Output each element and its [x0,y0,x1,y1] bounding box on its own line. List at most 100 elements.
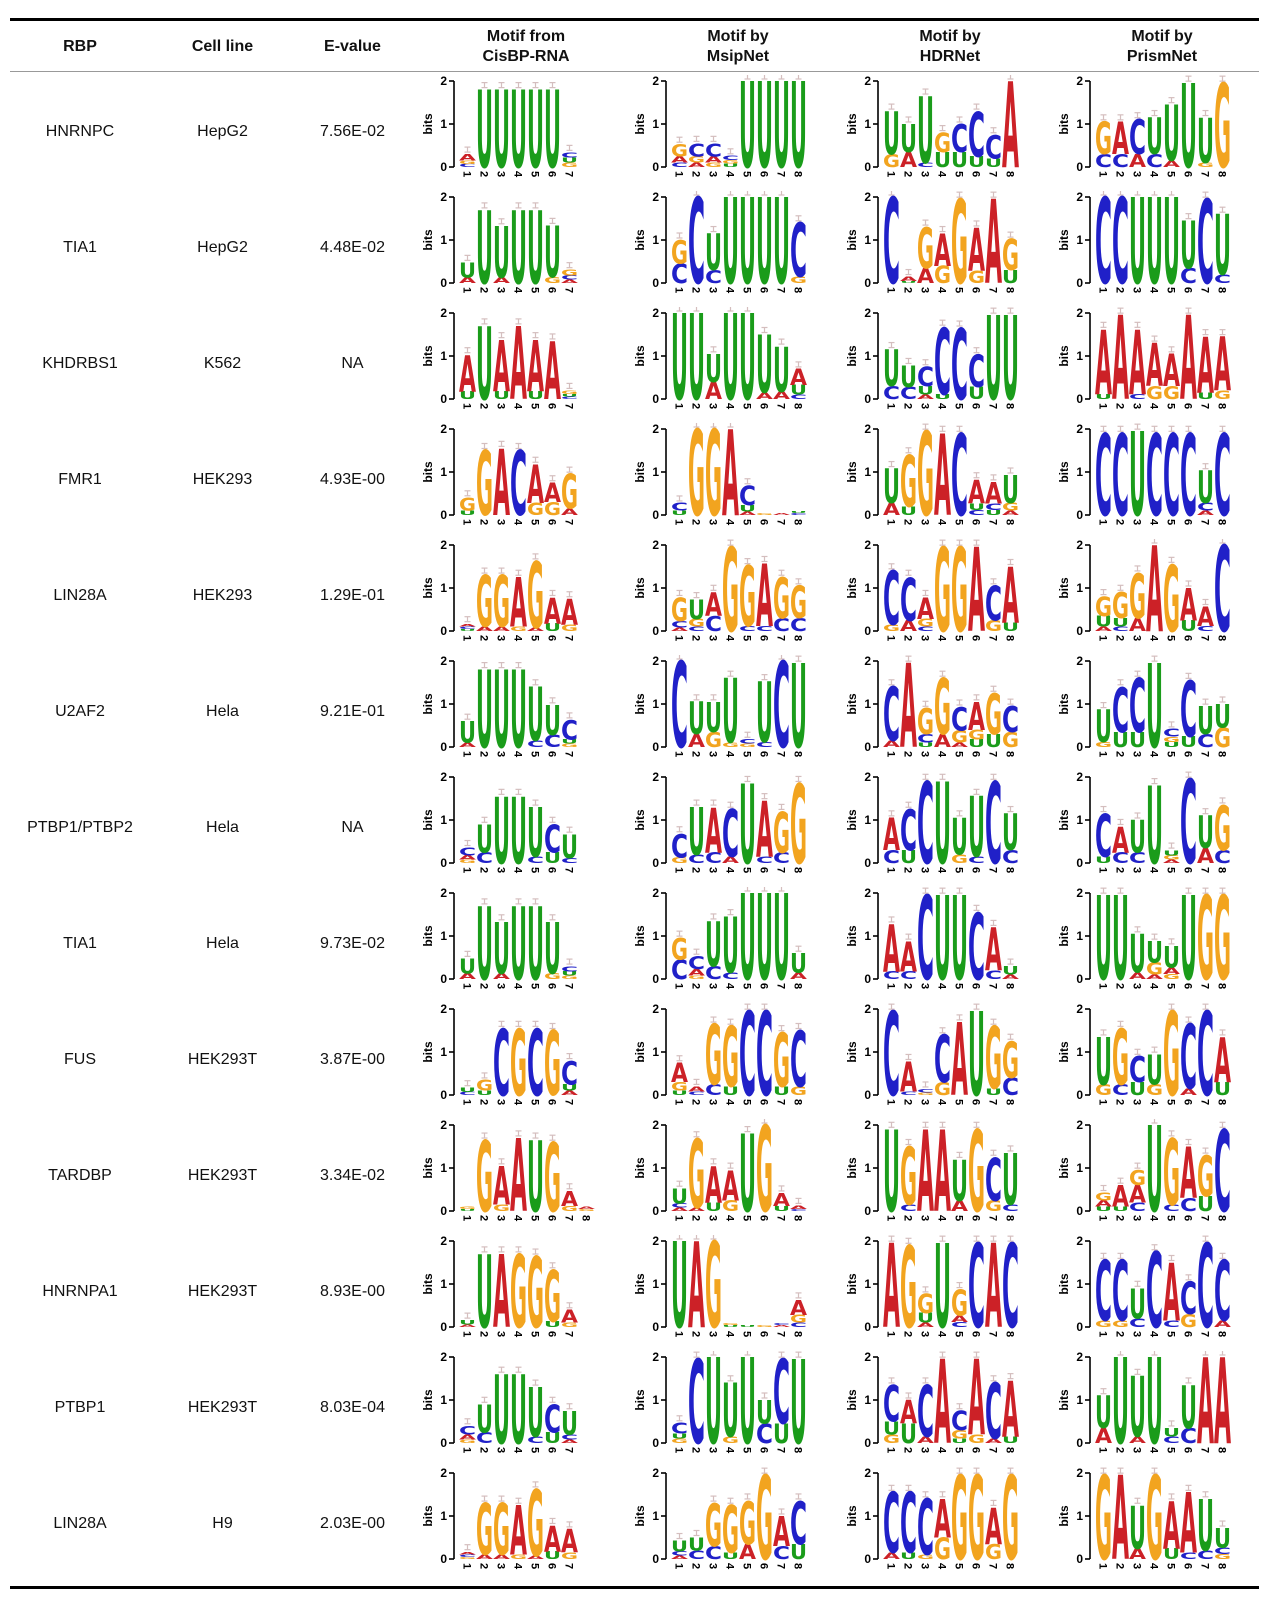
logo-letter-U: U [917,384,934,398]
error-bar [956,425,963,432]
logo-x-tick: 6 [1182,983,1194,989]
logo-letter-C: C [722,971,739,981]
svg-text:0: 0 [1076,1552,1083,1566]
logo-letter-C: C [739,1003,756,1117]
logo-letter-G: G [527,1238,544,1349]
logo-letter-C: C [705,1081,722,1099]
error-bar [761,555,768,563]
error-bar [549,1022,556,1030]
logo-letter-A: A [476,1553,493,1560]
logo-letter-A: A [756,547,773,647]
logo-x-tick: 1 [461,1215,473,1221]
error-bar [693,423,700,428]
logo-x-tick: 7 [987,403,999,409]
error-bar [1007,1467,1014,1474]
logo-letter-A: A [951,741,968,748]
logo-letter-C: C [1180,771,1197,885]
svg-text:0: 0 [440,276,447,290]
logo-letter-U: U [773,191,790,305]
logo-x-tick: 5 [1165,403,1177,409]
logo-y-label: bits [635,1505,647,1527]
logo-letter-A: A [1112,1467,1129,1581]
logo-letter-G: G [917,423,934,537]
error-bar [727,1162,734,1169]
logo-letter-C: C [917,887,934,1001]
logo-x-tick: 1 [673,1215,685,1221]
logo-x-tick: 1 [673,171,685,177]
logo-letter-C: C [773,1351,790,1446]
logo-letter-U: U [527,672,544,759]
logo-letter-U: U [476,887,493,1001]
logo-letter-G: G [1095,1191,1112,1203]
logo-x-tick: 2 [478,1447,490,1453]
logo-x-tick: 6 [546,635,558,641]
logo-letter-G: G [705,1493,722,1561]
svg-text:2: 2 [1076,655,1083,668]
logo-x-tick: 2 [1114,1215,1126,1221]
logo-letter-U: U [493,213,510,296]
error-bar [693,694,700,701]
table-row: TARDBP HEK293T 3.34E-02 0 1 2 bits U G 1 G 2 G A 3 A 4 U 5… [0,1118,1269,1234]
logo-x-tick: 4 [512,1447,524,1454]
logo-x-tick: 2 [902,1215,914,1221]
error-bar [481,898,488,905]
error-bar [1007,75,1014,80]
error-bar [710,1495,717,1502]
svg-text:2: 2 [1076,1351,1083,1364]
logo-x-tick: 4 [512,1331,524,1338]
logo-x-tick: 2 [1114,1331,1126,1337]
logo-letter-A: A [883,1235,900,1349]
logo-letter-C: C [900,1090,917,1096]
logo-x-tick: 1 [1097,171,1109,177]
logo-x-tick: 5 [953,867,965,873]
error-bar [956,887,963,894]
error-bar [549,816,556,823]
error-bar [888,341,895,349]
logo-x-tick: 5 [529,1215,541,1221]
logo-x-tick: 8 [792,983,804,989]
logo-letter-G: G [951,853,968,867]
error-bar [795,1197,802,1205]
svg-text:1: 1 [864,1161,871,1175]
error-bar [515,1246,522,1253]
logo-letter-A: A [510,307,527,421]
logo-letter-A: A [493,1553,510,1560]
logo-letter-A: A [527,454,544,516]
error-bar [744,75,751,80]
logo-x-tick: 2 [1114,171,1126,177]
logo-y-label: bits [423,693,435,715]
logo-letter-G: G [510,1012,527,1117]
error-bar [973,694,980,701]
logo-letter-C: C [1129,112,1146,167]
logo-x-tick: 7 [563,519,575,525]
logo-x-tick: 4 [1148,867,1160,874]
svg-text:2: 2 [1076,75,1083,88]
error-bar [1202,598,1209,606]
logo-letter-U: U [917,1311,934,1326]
logo-letter-C: C [1180,1008,1197,1111]
svg-text:0: 0 [440,1436,447,1450]
logo-letter-C: C [1197,191,1214,305]
svg-text:0: 0 [652,1088,659,1102]
logo-x-tick: 3 [1131,403,1143,409]
error-bar [676,1415,683,1422]
logo-letter-A: A [1163,345,1180,396]
error-bar [1134,112,1141,119]
logo-x-tick: 7 [987,519,999,525]
error-bar [1100,321,1107,328]
logo-letter-U: U [476,1089,493,1096]
logo-letter-U: U [917,79,934,185]
logo-letter-G: G [900,1235,917,1349]
logo-letter-G: G [1129,1167,1146,1191]
logo-letter-C: C [1214,539,1231,653]
logo-letter-A: A [1163,858,1181,864]
logo-letter-C: C [1095,191,1112,305]
logo-letter-C: C [790,1491,807,1559]
error-bar [1168,425,1175,432]
error-bar [922,773,929,780]
